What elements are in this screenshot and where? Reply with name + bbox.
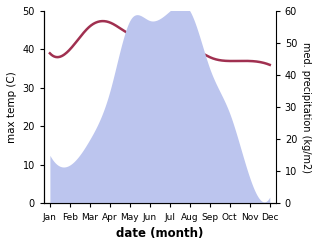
Y-axis label: med. precipitation (kg/m2): med. precipitation (kg/m2) (301, 42, 311, 173)
Y-axis label: max temp (C): max temp (C) (7, 71, 17, 143)
X-axis label: date (month): date (month) (116, 227, 204, 240)
